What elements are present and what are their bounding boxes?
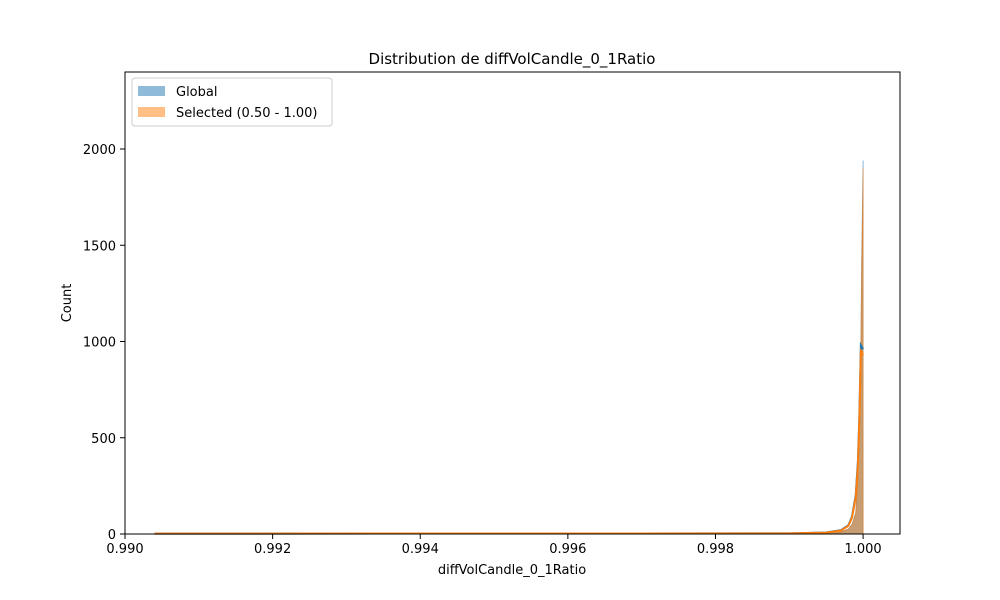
x-tick-label: 0.994 <box>402 542 439 557</box>
x-axis: 0.990 0.992 0.994 0.996 0.998 1.000 <box>106 534 882 557</box>
kde-line-selected <box>154 347 864 535</box>
legend-label-selected: Selected (0.50 - 1.00) <box>176 106 317 121</box>
y-axis-label: Count <box>60 284 75 323</box>
histogram-selected <box>154 168 864 535</box>
chart-title: Distribution de diffVolCandle_0_1Ratio <box>369 50 656 69</box>
y-tick-label: 500 <box>91 432 116 447</box>
axes-frame <box>124 71 901 535</box>
y-tick-label: 1000 <box>83 336 116 351</box>
x-axis-label: diffVolCandle_0_1Ratio <box>438 563 586 578</box>
x-tick-label: 1.000 <box>844 542 881 557</box>
x-tick-label: 0.996 <box>549 542 586 557</box>
plot-area <box>154 160 864 535</box>
legend-label-global: Global <box>176 85 217 100</box>
legend-box <box>131 77 333 127</box>
y-tick-label: 0 <box>108 528 116 543</box>
histogram-global <box>154 160 864 535</box>
legend-swatch-selected <box>138 107 165 117</box>
legend: Global Selected (0.50 - 1.00) <box>131 77 333 127</box>
x-tick-label: 0.990 <box>106 542 143 557</box>
y-tick-label: 1500 <box>83 239 116 254</box>
legend-swatch-global <box>138 86 165 96</box>
kde-line-global <box>154 341 864 535</box>
y-tick-label: 2000 <box>83 143 116 158</box>
x-tick-label: 0.992 <box>254 542 291 557</box>
y-axis: 0 500 1000 1500 2000 <box>83 143 125 543</box>
x-tick-label: 0.998 <box>697 542 734 557</box>
